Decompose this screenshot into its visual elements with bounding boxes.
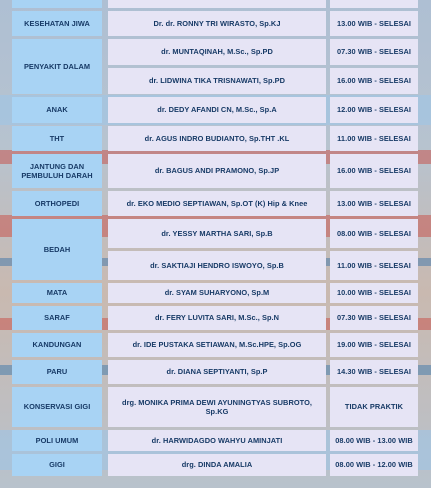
doctor-cell: dr. DEDY AFANDI CN, M.Sc., Sp.A — [108, 97, 326, 123]
specialty-cell: ANAK — [12, 97, 102, 123]
specialty-cell: BEDAH — [12, 219, 102, 280]
time-cell: 13.00 WIB - SELESAI — [330, 191, 418, 216]
time-cell — [330, 0, 418, 8]
table-row: ORTHOPEDI dr. EKO MEDIO SEPTIAWAN, Sp.OT… — [12, 191, 418, 216]
doctor-cell: dr. IDE PUSTAKA SETIAWAN, M.Sc.HPE, Sp.O… — [108, 333, 326, 357]
table-row: MATA dr. SYAM SUHARYONO, Sp.M 10.00 WIB … — [12, 283, 418, 303]
time-cell: 11.00 WIB - SELESAI — [330, 126, 418, 151]
doctor-cell: dr. EKO MEDIO SEPTIAWAN, Sp.OT (K) Hip &… — [108, 191, 326, 216]
specialty-cell: SARAF — [12, 306, 102, 330]
table-row: JANTUNG DAN PEMBULUH DARAH dr. BAGUS AND… — [12, 154, 418, 188]
doctor-cell: drg. MONIKA PRIMA DEWI AYUNINGTYAS SUBRO… — [108, 387, 326, 427]
time-cell: 19.00 WIB - SELESAI — [330, 333, 418, 357]
specialty-cell: MATA — [12, 283, 102, 303]
doctor-schedule-table: KESEHATAN JIWA Dr. dr. RONNY TRI WIRASTO… — [12, 0, 418, 479]
time-cell: 08.00 WIB - SELESAI — [330, 219, 418, 248]
time-cell: 16.00 WIB - SELESAI — [330, 68, 418, 94]
specialty-cell: PARU — [12, 360, 102, 384]
specialty-cell — [12, 0, 102, 8]
time-cell: 14.30 WIB - SELESAI — [330, 360, 418, 384]
table-row: dr. SAKTIAJI HENDRO ISWOYO, Sp.B 11.00 W… — [12, 251, 418, 280]
specialty-cell: PENYAKIT DALAM — [12, 39, 102, 94]
specialty-cell: KESEHATAN JIWA — [12, 11, 102, 36]
doctor-cell: dr. SAKTIAJI HENDRO ISWOYO, Sp.B — [108, 251, 326, 280]
table-row: KANDUNGAN dr. IDE PUSTAKA SETIAWAN, M.Sc… — [12, 333, 418, 357]
table-row: dr. LIDWINA TIKA TRISNAWATI, Sp.PD 16.00… — [12, 68, 418, 94]
time-cell: 08.00 WIB - 13.00 WIB — [330, 430, 418, 451]
time-cell: 11.00 WIB - SELESAI — [330, 251, 418, 280]
specialty-cell: KANDUNGAN — [12, 333, 102, 357]
table-row: BEDAH dr. YESSY MARTHA SARI, Sp.B 08.00 … — [12, 219, 418, 280]
table-row: KESEHATAN JIWA Dr. dr. RONNY TRI WIRASTO… — [12, 11, 418, 36]
doctor-cell: dr. BAGUS ANDI PRAMONO, Sp.JP — [108, 154, 326, 188]
table-row — [12, 0, 418, 8]
doctor-cell: dr. FERY LUVITA SARI, M.Sc., Sp.N — [108, 306, 326, 330]
doctor-cell: dr. LIDWINA TIKA TRISNAWATI, Sp.PD — [108, 68, 326, 94]
specialty-cell: JANTUNG DAN PEMBULUH DARAH — [12, 154, 102, 188]
table-row: THT dr. AGUS INDRO BUDIANTO, Sp.THT .KL … — [12, 126, 418, 151]
time-cell: 10.00 WIB - SELESAI — [330, 283, 418, 303]
time-cell: TIDAK PRAKTIK — [330, 387, 418, 427]
table-row: PENYAKIT DALAM dr. MUNTAQINAH, M.Sc., Sp… — [12, 39, 418, 94]
doctor-cell — [108, 0, 326, 8]
specialty-cell: GIGI — [12, 454, 102, 476]
doctor-cell: dr. AGUS INDRO BUDIANTO, Sp.THT .KL — [108, 126, 326, 151]
time-cell: 08.00 WIB - 12.00 WIB — [330, 454, 418, 476]
table-row: SARAF dr. FERY LUVITA SARI, M.Sc., Sp.N … — [12, 306, 418, 330]
doctor-cell: drg. DINDA AMALIA — [108, 454, 326, 476]
specialty-cell: THT — [12, 126, 102, 151]
specialty-cell: POLI UMUM — [12, 430, 102, 451]
table-row: PARU dr. DIANA SEPTIYANTI, Sp.P 14.30 WI… — [12, 360, 418, 384]
specialty-cell: KONSERVASI GIGI — [12, 387, 102, 427]
doctor-cell: dr. MUNTAQINAH, M.Sc., Sp.PD — [108, 39, 326, 65]
table-row: ANAK dr. DEDY AFANDI CN, M.Sc., Sp.A 12.… — [12, 97, 418, 123]
table-row: POLI UMUM dr. HARWIDAGDO WAHYU AMINJATI … — [12, 430, 418, 451]
doctor-cell: dr. DIANA SEPTIYANTI, Sp.P — [108, 360, 326, 384]
specialty-cell: ORTHOPEDI — [12, 191, 102, 216]
doctor-cell: dr. HARWIDAGDO WAHYU AMINJATI — [108, 430, 326, 451]
doctor-cell: dr. SYAM SUHARYONO, Sp.M — [108, 283, 326, 303]
doctor-cell: dr. YESSY MARTHA SARI, Sp.B — [108, 219, 326, 248]
doctor-cell: Dr. dr. RONNY TRI WIRASTO, Sp.KJ — [108, 11, 326, 36]
time-cell: 12.00 WIB - SELESAI — [330, 97, 418, 123]
table-row: KONSERVASI GIGI drg. MONIKA PRIMA DEWI A… — [12, 387, 418, 427]
time-cell: 16.00 WIB - SELESAI — [330, 154, 418, 188]
time-cell: 13.00 WIB - SELESAI — [330, 11, 418, 36]
time-cell: 07.30 WIB - SELESAI — [330, 39, 418, 65]
table-row: GIGI drg. DINDA AMALIA 08.00 WIB - 12.00… — [12, 454, 418, 476]
time-cell: 07.30 WIB - SELESAI — [330, 306, 418, 330]
